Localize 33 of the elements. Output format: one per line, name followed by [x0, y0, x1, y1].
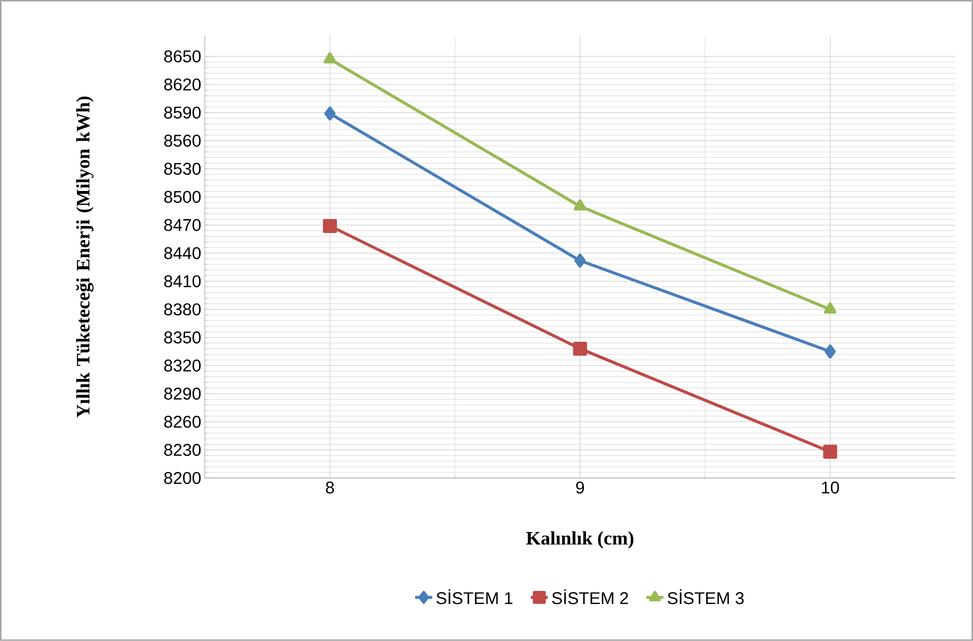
y-tick-label: 8470 [164, 219, 201, 232]
y-tick-label: 8650 [164, 50, 201, 62]
y-tick-label: 8230 [164, 444, 201, 456]
point [322, 219, 337, 234]
y-tick-label: 8500 [164, 190, 201, 204]
legend-label: SİSTEM 3 [668, 589, 744, 604]
x-tick-label: 10 [822, 482, 839, 494]
x-axis-title: Kalınlık (cm) [526, 531, 634, 549]
y-tick-label: 8530 [164, 162, 201, 175]
point [324, 106, 336, 121]
y-tick-label: 8380 [164, 303, 201, 316]
point [573, 342, 588, 356]
y-tick-label: 8440 [164, 247, 201, 260]
legend-label: SİSTEM 1 [436, 589, 512, 604]
point [574, 199, 586, 211]
y-tick-label: 8260 [164, 416, 201, 428]
y-tick-label: 8590 [164, 106, 201, 119]
y-tick-label: 8200 [164, 472, 201, 484]
y-tick-label: 8560 [164, 134, 201, 147]
y-tick-label: 8620 [164, 78, 201, 91]
y-axis-title: Yıllık Tüketeceği Enerji (Milyon kWh) [76, 96, 94, 418]
legend-label: SİSTEM 2 [552, 589, 628, 604]
y-tick-label: 8320 [164, 360, 201, 372]
point [324, 52, 336, 64]
point [823, 444, 838, 459]
y-tick-label: 8290 [164, 388, 201, 400]
point [824, 302, 836, 314]
y-tick-label: 8350 [164, 332, 201, 344]
x-tick-label: 9 [576, 482, 584, 494]
y-tick-label: 8410 [164, 275, 201, 288]
point [574, 254, 586, 268]
x-tick-label: 8 [326, 482, 334, 494]
point [824, 344, 836, 359]
